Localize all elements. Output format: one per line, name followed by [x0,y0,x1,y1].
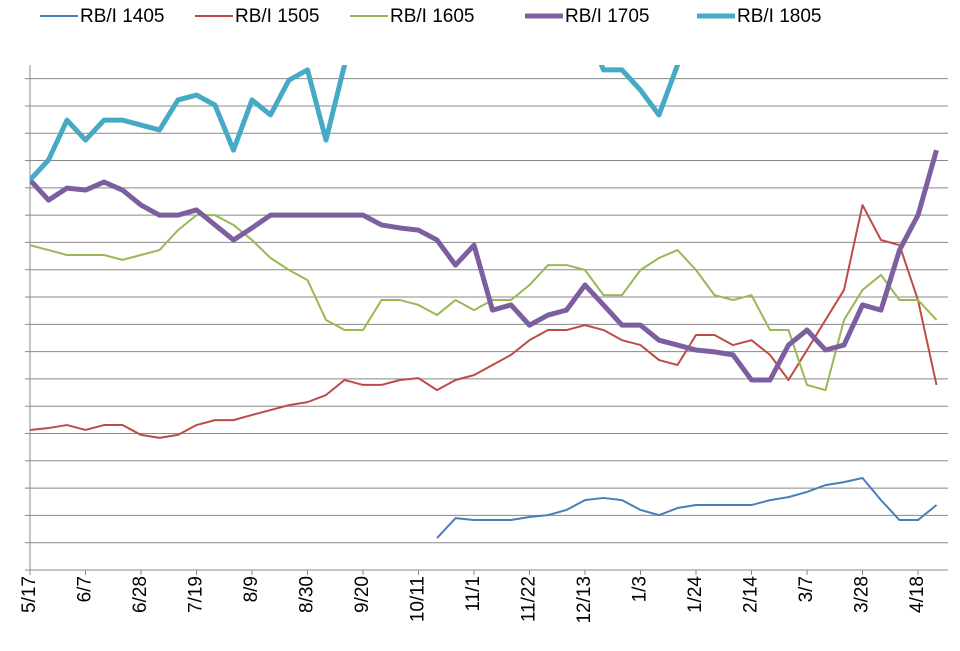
x-tick-label: 3/28 [852,576,873,613]
x-tick-label: 10/11 [408,576,429,622]
series-line [436,477,938,539]
legend-label: RB/I 1605 [390,6,475,27]
x-tick-label: 9/20 [352,576,373,613]
x-tick-label: 8/9 [241,576,262,602]
x-tick-label: 5/17 [19,576,40,613]
x-tick-label: 7/19 [186,576,207,613]
grid: 5/17 6/7 6/28 7/19 8/9 8/30 9/20 10/11 11/1 11/22… [19,65,948,624]
series-line [30,214,938,392]
x-tick-label: 12/13 [574,576,595,624]
x-tick-label: 1/3 [630,576,651,602]
plot-area [30,65,939,539]
x-tick-label: 6/7 [75,576,96,602]
legend-label: RB/I 1705 [565,6,650,27]
series-line [30,149,939,383]
x-tick-label: 11/22 [519,576,540,622]
x-tick-label: 11/1 [463,576,484,612]
x-tick-label: 8/30 [297,576,318,613]
x-tick-label: 6/28 [130,576,151,613]
x-tick-label: 4/18 [907,576,928,613]
legend-label: RB/I 1505 [235,6,320,27]
legend-label: RB/I 1405 [80,6,165,27]
legend: RB/I 1405 RB/I 1505 RB/I 1605 RB/I 1705 RB/I… [40,6,822,27]
legend-label: RB/I 1805 [737,6,822,27]
series-line [30,204,938,439]
series-line [30,65,681,182]
x-tick-label: 2/14 [741,576,762,613]
x-tick-label: 3/7 [796,576,817,602]
x-tick-label: 1/24 [685,576,706,613]
